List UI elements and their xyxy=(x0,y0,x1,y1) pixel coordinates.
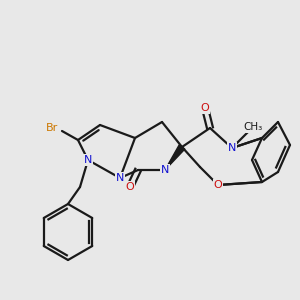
Text: CH₃: CH₃ xyxy=(243,122,262,132)
Polygon shape xyxy=(165,145,185,170)
Text: N: N xyxy=(116,173,124,183)
Text: N: N xyxy=(228,143,236,153)
Text: O: O xyxy=(126,182,134,192)
Text: N: N xyxy=(161,165,169,175)
Text: O: O xyxy=(214,180,222,190)
Text: N: N xyxy=(84,155,92,165)
Text: Br: Br xyxy=(46,123,58,133)
Text: O: O xyxy=(201,103,209,113)
